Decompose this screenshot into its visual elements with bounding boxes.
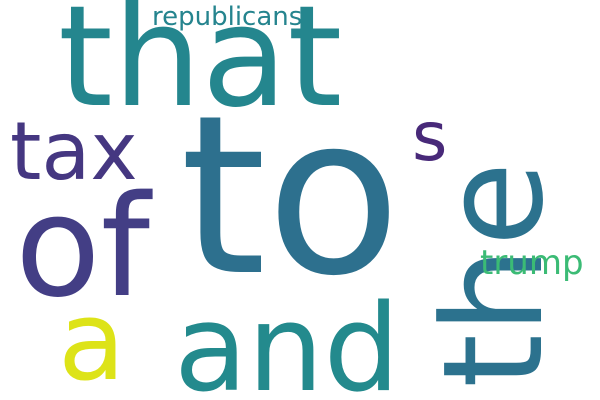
word-trump: trump [480,243,584,283]
word-to: to [180,68,401,324]
word-a: a [58,277,126,400]
word-republicans: republicans [152,2,303,32]
word-s: s [412,98,448,177]
word-that: that [58,0,343,139]
word-of: of [15,166,150,329]
word-and: and [174,280,400,400]
word-tax: tax [10,105,138,198]
